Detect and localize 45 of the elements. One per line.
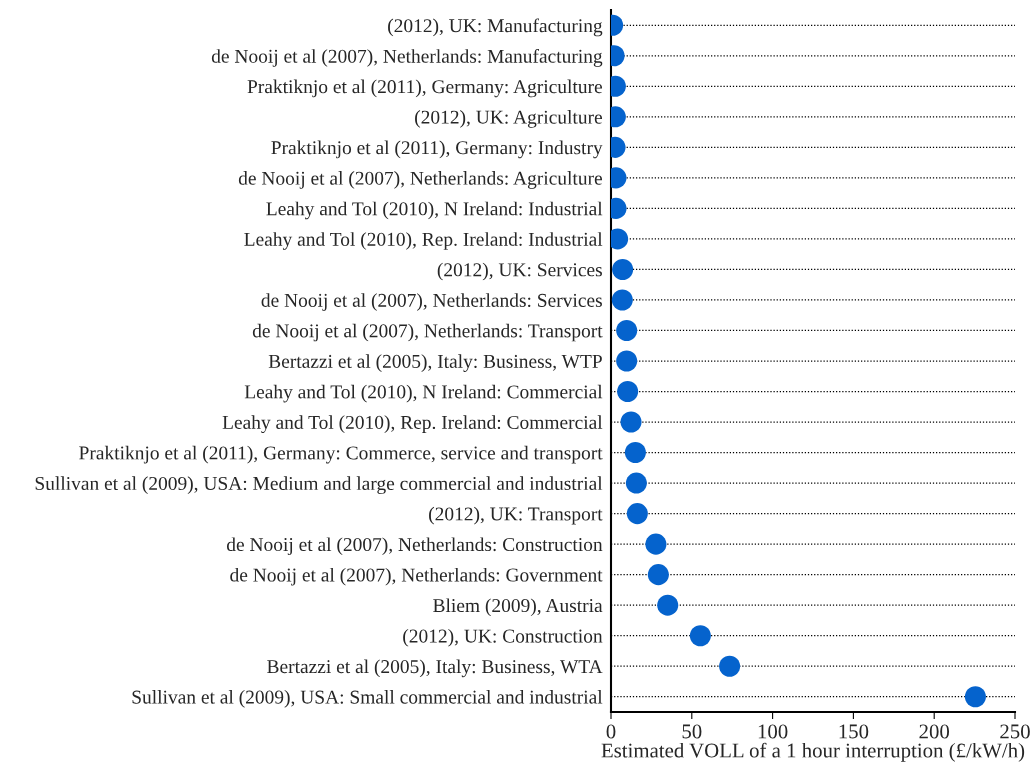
y-tick-label: Sullivan et al (2009), USA: Medium and large commercial and industrial bbox=[35, 476, 603, 495]
point bbox=[645, 533, 667, 555]
point bbox=[617, 380, 639, 403]
point bbox=[647, 564, 669, 586]
y-tick-label: Bertazzi et al (2005), Italy: Business, WTP bbox=[268, 354, 602, 372]
y-tick-label: Leahy and Tol (2010), Rep. Ireland: Commercial bbox=[222, 415, 603, 433]
y-tick-label: de Nooij et al (2007), Netherlands: Services bbox=[261, 293, 602, 311]
y-tick-label: Leahy and Tol (2010), Rep. Ireland: Industrial bbox=[244, 232, 603, 250]
x-tick-label: 100 bbox=[758, 724, 788, 739]
y-tick-label: Bliem (2009), Austria bbox=[433, 598, 603, 617]
y-tick-label: (2012), UK: Manufacturing bbox=[388, 18, 603, 37]
y-tick-label: Praktiknjo et al (2011), Germany: Agriculture bbox=[247, 79, 602, 98]
x-tick-label: 150 bbox=[839, 724, 869, 739]
y-tick-label: Sullivan et al (2009), USA: Small commercial and industrial bbox=[132, 689, 603, 708]
y-tick-label: Leahy and Tol (2010), N Ireland: Commercial bbox=[244, 384, 603, 403]
y-tick-label: (2012), UK: Construction bbox=[403, 628, 603, 647]
y-tick-label: de Nooij et al (2007), Netherlands: Transport bbox=[252, 323, 603, 342]
point bbox=[626, 503, 648, 525]
point bbox=[616, 319, 638, 342]
y-tick-label: de Nooij et al (2007), Netherlands: Manufacturing bbox=[211, 48, 603, 67]
y-tick-label: (2012), UK: Services bbox=[437, 262, 602, 281]
point bbox=[625, 472, 647, 494]
y-tick-label: Praktiknjo et al (2011), Germany: Industry bbox=[271, 140, 603, 159]
point bbox=[612, 258, 634, 280]
x-tick-label: 200 bbox=[919, 724, 950, 739]
point bbox=[624, 442, 646, 464]
point bbox=[689, 625, 711, 647]
point bbox=[611, 289, 633, 311]
y-tick-label: Leahy and Tol (2010), N Ireland: Industrial bbox=[266, 201, 603, 220]
point bbox=[657, 594, 679, 616]
y-tick-label: de Nooij et al (2007), Netherlands: Agriculture bbox=[238, 171, 602, 189]
y-tick-label: de Nooij et al (2007), Netherlands: Government bbox=[230, 567, 603, 586]
point bbox=[964, 686, 986, 708]
y-tick-label: de Nooij et al (2007), Netherlands: Construction bbox=[226, 537, 603, 556]
x-axis-title: Estimated VOLL of a 1 hour interruption (£/kW/h) bbox=[601, 742, 1025, 762]
point bbox=[620, 411, 642, 433]
x-tick-label: 250 bbox=[1000, 724, 1030, 739]
x-tick-label: 50 bbox=[682, 724, 702, 739]
x-tick-label: 0 bbox=[606, 724, 616, 739]
y-tick-label: Praktiknjo et al (2011), Germany: Commerce, service and transport bbox=[79, 445, 603, 464]
y-tick-label: (2012), UK: Agriculture bbox=[415, 110, 602, 128]
y-tick-label: Bertazzi et al (2005), Italy: Business, WTA bbox=[267, 659, 603, 678]
y-tick-label: (2012), UK: Transport bbox=[429, 506, 603, 525]
point bbox=[719, 655, 741, 677]
point bbox=[616, 350, 638, 372]
